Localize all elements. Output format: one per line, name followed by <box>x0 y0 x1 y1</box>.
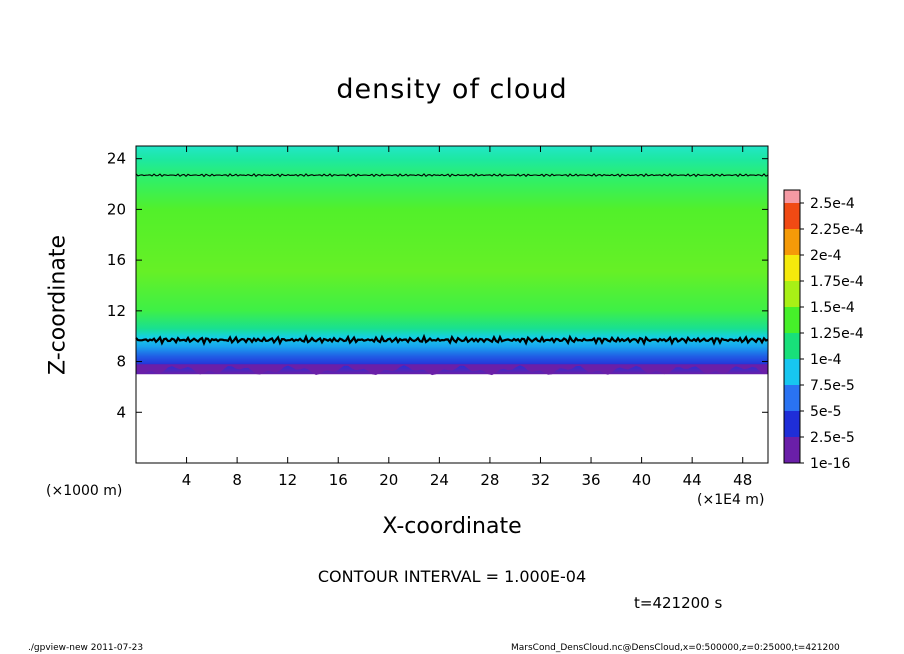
colorbar-swatch <box>784 190 800 203</box>
colorbar-tick-label: 1e-4 <box>810 352 842 368</box>
footer-program-info: ./gpview-new 2011-07-23 <box>28 643 144 653</box>
time-stamp: t=421200 s <box>634 594 723 612</box>
colorbar-tick-label: 2e-4 <box>810 248 842 264</box>
x-tick-label: 40 <box>632 471 651 489</box>
colorbar-swatch <box>784 255 800 281</box>
colorbar-swatch <box>784 307 800 333</box>
x-tick-label: 48 <box>733 471 752 489</box>
colorbar-tick-label: 1e-16 <box>810 456 850 472</box>
x-tick-label: 20 <box>379 471 398 489</box>
x-tick-label: 24 <box>430 471 449 489</box>
y-tick-label: 24 <box>107 150 126 168</box>
x-tick-label: 28 <box>480 471 499 489</box>
x-axis-unit: (×1E4 m) <box>697 492 765 508</box>
colorbar-tick-label: 1.5e-4 <box>810 300 855 316</box>
x-axis-label: X-coordinate <box>382 514 522 539</box>
contour-interval-text: CONTOUR INTERVAL = 1.000E-04 <box>317 567 587 586</box>
colorbar-swatch <box>784 411 800 437</box>
colorbar-swatch <box>784 333 800 359</box>
y-tick-label: 4 <box>116 403 126 421</box>
x-tick-label: 44 <box>683 471 702 489</box>
y-tick-label: 16 <box>107 251 126 269</box>
y-tick-label: 8 <box>116 353 126 371</box>
y-tick-label: 12 <box>107 302 126 320</box>
colorbar-tick-label: 7.5e-5 <box>810 378 855 394</box>
cloud-base-boundary <box>136 364 768 376</box>
contour-line <box>135 333 769 347</box>
footer-data-source: MarsCond_DensCloud.nc@DensCloud,x=0:5000… <box>511 643 840 653</box>
colorbar-swatch <box>784 385 800 411</box>
x-tick-label: 12 <box>278 471 297 489</box>
x-tick-label: 4 <box>182 471 192 489</box>
chart-title: density of cloud <box>336 74 568 105</box>
colorbar-tick-label: 1.75e-4 <box>810 274 864 290</box>
x-tick-label: 32 <box>531 471 550 489</box>
colorbar-tick-label: 5e-5 <box>810 404 841 420</box>
colorbar-swatch <box>784 229 800 255</box>
colorbar-tick-label: 1.25e-4 <box>810 326 864 342</box>
y-tick-label: 20 <box>107 200 126 218</box>
colorbar-tick-label: 2.5e-4 <box>810 196 855 212</box>
plot-frame <box>135 145 769 464</box>
x-tick-label: 16 <box>329 471 348 489</box>
y-axis-unit: (×1000 m) <box>46 483 123 499</box>
colorbar-swatch <box>784 203 800 229</box>
x-tick-label: 36 <box>581 471 600 489</box>
contour-line <box>135 173 769 178</box>
colorbar-frame <box>783 189 801 464</box>
colorbar-tick-label: 2.25e-4 <box>810 222 864 238</box>
colorbar-swatch <box>784 281 800 307</box>
x-tick-label: 8 <box>232 471 242 489</box>
colorbar-tick-label: 2.5e-5 <box>810 430 855 446</box>
colorbar-swatch <box>784 359 800 385</box>
colorbar-swatch <box>784 437 800 463</box>
